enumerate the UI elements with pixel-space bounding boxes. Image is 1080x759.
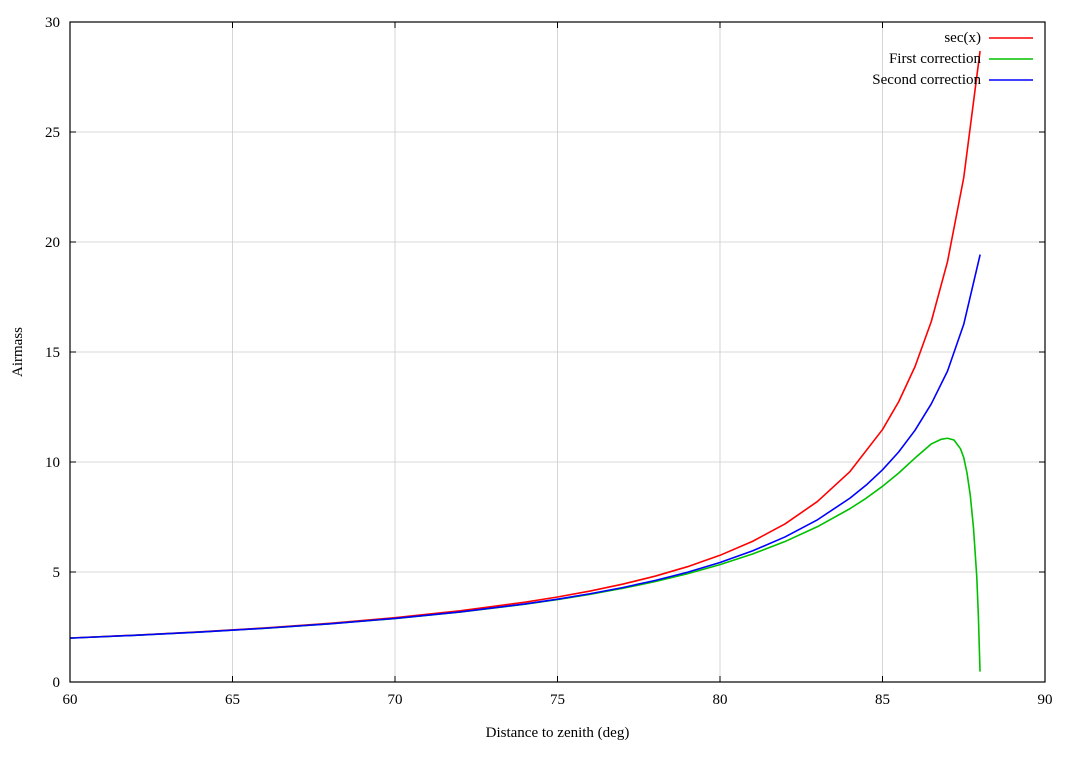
y-tick-label: 10	[45, 455, 60, 471]
y-tick-label: 5	[53, 565, 61, 581]
x-tick-label: 65	[225, 692, 240, 708]
x-axis-label: Distance to zenith (deg)	[486, 725, 630, 741]
airmass-line-chart: 60 65 70 75 80 85 90 0 5 10 15 20 25 30 Distance to ze…	[0, 0, 1080, 759]
legend-label: Second correction	[872, 72, 981, 88]
x-tick-label: 60	[63, 692, 78, 708]
x-tick-label: 85	[875, 692, 890, 708]
x-tick-label: 70	[388, 692, 403, 708]
legend-label: sec(x)	[944, 30, 981, 46]
chart-svg: 60 65 70 75 80 85 90 0 5 10 15 20 25 30 Distance to ze…	[0, 0, 1080, 759]
y-tick-label: 20	[45, 235, 60, 251]
x-tick-label: 80	[713, 692, 728, 708]
legend-label: First correction	[889, 51, 982, 67]
y-tick-label: 15	[45, 345, 60, 361]
y-axis-label: Airmass	[10, 327, 26, 377]
y-tick-label: 30	[45, 15, 60, 31]
y-tick-label: 25	[45, 125, 60, 141]
x-tick-label: 90	[1038, 692, 1053, 708]
x-tick-label: 75	[550, 692, 565, 708]
y-tick-label: 0	[53, 675, 61, 691]
